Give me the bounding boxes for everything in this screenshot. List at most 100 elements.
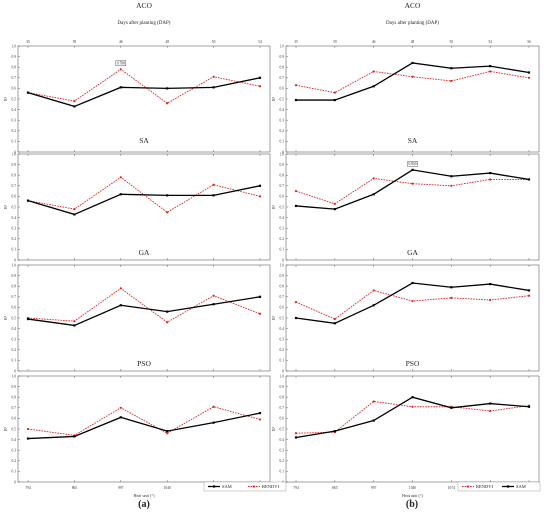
data-point-sam bbox=[527, 178, 531, 181]
series-line-sam bbox=[296, 62, 530, 101]
top-tick-label: 35 bbox=[294, 40, 298, 44]
y-tick-label: 0.4 bbox=[12, 216, 17, 220]
y-tick-label: 0.3 bbox=[280, 227, 285, 231]
data-point-sam bbox=[166, 194, 169, 197]
annotation-box bbox=[407, 161, 418, 167]
data-point-sam bbox=[333, 322, 336, 325]
legend: RENDVI SAM bbox=[457, 481, 541, 492]
series-line-sam bbox=[295, 169, 530, 210]
y-tick-label: 0.2 bbox=[12, 237, 17, 241]
y-tick-label: 0.8 bbox=[12, 396, 17, 400]
data-point-rendvi bbox=[527, 294, 531, 297]
y-tick-label: 0.8 bbox=[12, 66, 17, 70]
data-point-sam bbox=[166, 310, 169, 313]
y-tick-label: 0.3 bbox=[280, 338, 285, 342]
data-point-rendvi bbox=[258, 418, 262, 421]
plot-frame bbox=[17, 153, 271, 261]
y-tick-label: 1.0 bbox=[280, 263, 285, 267]
y-axis-label: R² bbox=[271, 96, 276, 101]
y-tick-label: 0.3 bbox=[12, 338, 17, 342]
data-point-sam bbox=[119, 304, 122, 307]
y-tick-label: 0.7 bbox=[12, 76, 17, 80]
y-tick-label: 0.6 bbox=[12, 87, 17, 91]
data-point-rendvi bbox=[489, 70, 492, 73]
y-tick-label: 0.5 bbox=[280, 427, 285, 431]
x-axis-label: Heat unit (°) bbox=[134, 493, 156, 498]
legend: SAM RENDVI bbox=[203, 481, 287, 492]
data-point-sam bbox=[333, 430, 336, 433]
y-tick-label: 1.0 bbox=[12, 44, 17, 48]
data-point-sam bbox=[212, 86, 215, 89]
y-tick-label: 0.3 bbox=[12, 449, 17, 453]
y-tick-label: 0 bbox=[14, 150, 16, 154]
y-tick-label: 0.4 bbox=[12, 438, 17, 442]
y-tick-label: 0 bbox=[14, 258, 16, 262]
series-line-rendvi bbox=[295, 177, 529, 205]
annotation-label: 0.780 bbox=[117, 61, 125, 65]
y-tick-label: 0.9 bbox=[280, 163, 285, 167]
data-point-rendvi bbox=[411, 75, 414, 78]
x-tick-label: 997 bbox=[371, 486, 377, 490]
top-axis-label: Days after planting (DAP) bbox=[386, 21, 439, 26]
data-point-rendvi bbox=[73, 100, 76, 103]
data-point-sam bbox=[166, 430, 169, 433]
chart-panel: SA 0 0.1 0.2 0.3 0.4 0.5 0.6 0.7 0.8 0.9 1.0 R² 0.850 bbox=[271, 136, 540, 262]
data-point-sam bbox=[411, 61, 414, 65]
y-tick-label: 1.0 bbox=[12, 263, 17, 267]
y-tick-label: 0.1 bbox=[280, 470, 285, 474]
data-point-rendvi bbox=[372, 177, 375, 180]
legend-box bbox=[457, 481, 541, 492]
data-point-rendvi bbox=[450, 184, 453, 187]
data-point-rendvi bbox=[372, 289, 375, 292]
plot-frame bbox=[285, 264, 540, 372]
chart-title: SA bbox=[408, 136, 418, 145]
chart-panel: PSO 0 0.1 0.2 0.3 0.4 0.5 0.6 0.7 0.8 0.9 1.0 R² 794 8… bbox=[3, 359, 271, 498]
data-point-sam bbox=[258, 412, 262, 415]
data-point-rendvi bbox=[166, 211, 169, 214]
y-tick-label: 0.6 bbox=[280, 87, 285, 91]
data-point-rendvi bbox=[119, 287, 122, 290]
y-tick-label: 0.4 bbox=[280, 216, 285, 220]
data-point-sam bbox=[333, 98, 336, 102]
data-point-sam bbox=[527, 289, 531, 292]
series-line-rendvi bbox=[27, 287, 261, 323]
y-tick-label: 0.1 bbox=[12, 248, 17, 252]
y-tick-label: 0.9 bbox=[12, 274, 17, 278]
y-tick-label: 0.7 bbox=[280, 295, 285, 299]
y-tick-label: 0.1 bbox=[280, 359, 285, 363]
data-point-sam bbox=[450, 175, 453, 178]
y-tick-label: 0.6 bbox=[280, 306, 285, 310]
data-point-sam bbox=[450, 406, 453, 409]
chart-title: GA bbox=[139, 248, 150, 257]
data-point-sam bbox=[489, 402, 492, 405]
top-tick-label: 48 bbox=[165, 40, 169, 44]
data-point-sam bbox=[119, 193, 122, 196]
data-point-sam bbox=[294, 316, 298, 320]
y-tick-label: 0.7 bbox=[12, 184, 17, 188]
data-point-rendvi bbox=[450, 79, 453, 83]
data-point-rendvi bbox=[333, 317, 336, 321]
data-point-rendvi bbox=[372, 400, 375, 403]
chart-title: SA bbox=[139, 136, 149, 145]
y-tick-label: 0.5 bbox=[280, 205, 285, 209]
x-tick-label: 794 bbox=[25, 486, 31, 490]
data-point-sam bbox=[26, 91, 30, 94]
top-tick-label: 46 bbox=[372, 40, 376, 44]
top-tick-label: 50 bbox=[450, 40, 454, 44]
plot-frame bbox=[17, 375, 271, 483]
top-tick-label: 39 bbox=[333, 40, 337, 44]
chart-title: PSO bbox=[406, 359, 420, 368]
series-line-rendvi bbox=[27, 68, 261, 104]
y-tick-label: 0.5 bbox=[12, 205, 17, 209]
chart-panel: GA 0 0.1 0.2 0.3 0.4 0.5 0.6 0.7 0.8 0.9 1.0 R² bbox=[271, 248, 540, 373]
y-tick-label: 0.4 bbox=[12, 327, 17, 331]
data-point-rendvi bbox=[258, 195, 262, 198]
data-point-sam bbox=[450, 67, 453, 70]
top-tick-label: 54 bbox=[488, 40, 492, 44]
data-point-rendvi bbox=[333, 91, 336, 94]
data-point-sam bbox=[73, 213, 76, 216]
legend-box bbox=[203, 481, 287, 492]
data-point-rendvi bbox=[258, 312, 262, 315]
y-tick-label: 0.4 bbox=[280, 327, 285, 331]
